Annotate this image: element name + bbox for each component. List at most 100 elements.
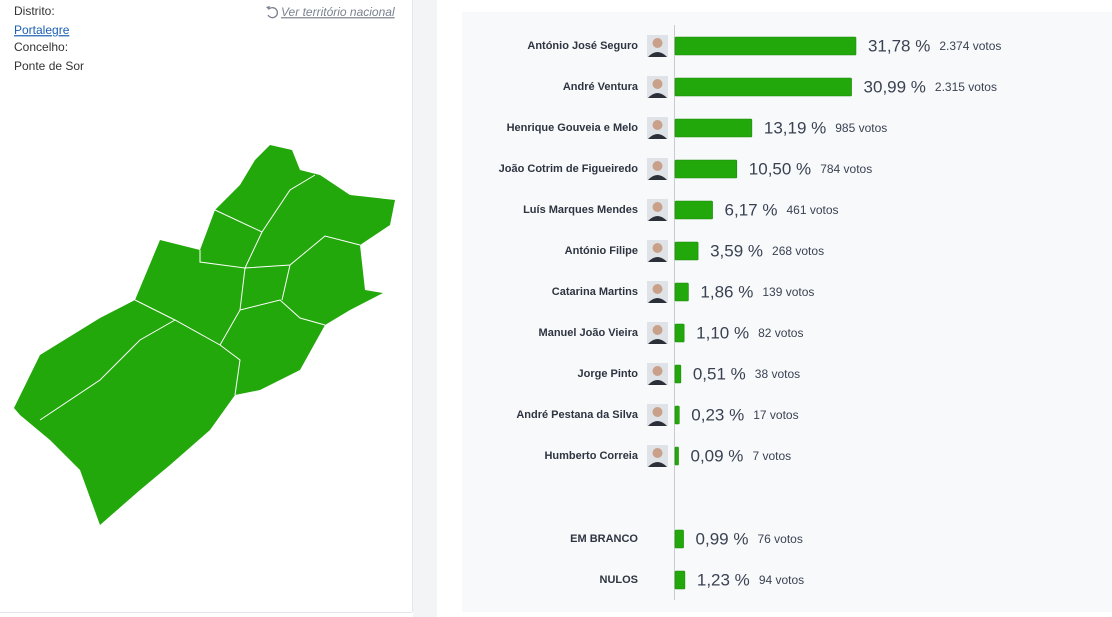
photo-head [652, 38, 663, 48]
candidate-name: João Cotrim de Figueiredo [499, 163, 639, 175]
candidate-photo [647, 445, 668, 467]
votes-label: 76 votos [757, 532, 802, 546]
photo-head [652, 243, 663, 253]
percent-label: 0,09 % [691, 446, 744, 465]
candidate-photo [647, 363, 668, 385]
municipality: Ponte de Sor [14, 59, 84, 73]
candidate-name: Manuel João Vieira [539, 327, 639, 339]
candidate-name: Luís Marques Mendes [523, 204, 638, 216]
district-label: Distrito: [14, 4, 55, 18]
photo-body [648, 134, 667, 139]
photo-head [652, 202, 663, 212]
photo-body [648, 462, 667, 467]
reset-icon[interactable] [266, 6, 278, 19]
bar [674, 118, 753, 138]
candidate-name: Catarina Martins [552, 286, 638, 298]
candidate-name: António Filipe [565, 245, 638, 257]
percent-label: 0,23 % [691, 405, 744, 424]
candidate-photo [647, 281, 668, 303]
bar [674, 446, 679, 466]
votes-label: 94 votos [759, 573, 804, 587]
map-area[interactable] [14, 145, 395, 525]
percent-label: 1,86 % [700, 282, 753, 301]
candidate-name: André Pestana da Silva [516, 409, 639, 421]
photo-head [652, 407, 663, 417]
candidate-name: Humberto Correia [544, 450, 638, 462]
photo-head [652, 325, 663, 335]
percent-label: 0,99 % [696, 529, 749, 548]
bar [674, 282, 689, 302]
bar [674, 364, 682, 384]
votes-label: 268 votos [772, 244, 824, 258]
bar [674, 405, 680, 425]
reset-arc [267, 7, 278, 19]
percent-label: 31,78 % [868, 36, 930, 55]
percent-label: 3,59 % [710, 241, 763, 260]
percent-label: 6,17 % [725, 200, 778, 219]
map [14, 145, 395, 525]
municipality-label: Concelho: [14, 40, 68, 54]
candidate-photo [647, 199, 668, 221]
percent-label: 1,23 % [697, 570, 750, 589]
bar [674, 159, 738, 179]
photo-head [652, 120, 663, 130]
photo-body [648, 298, 667, 303]
votes-label: 82 votos [758, 326, 803, 340]
photo-body [648, 52, 667, 57]
percent-label: 0,51 % [693, 364, 746, 383]
reset-arrow [266, 6, 270, 10]
photo-body [648, 257, 667, 262]
candidate-name: Henrique Gouveia e Melo [507, 122, 639, 134]
candidate-name: Jorge Pinto [577, 368, 638, 380]
photo-body [648, 216, 667, 221]
photo-body [648, 380, 667, 385]
votes-label: 2.315 votos [935, 80, 997, 94]
photo-body [648, 339, 667, 344]
candidate-photo [647, 322, 668, 344]
candidate-photo [647, 240, 668, 262]
bar [674, 241, 699, 261]
percent-label: 13,19 % [764, 118, 826, 137]
photo-head [652, 366, 663, 376]
percent-label: 30,99 % [864, 77, 926, 96]
results-panel [462, 12, 1112, 612]
votes-label: 17 votos [753, 408, 798, 422]
candidate-name: NULOS [600, 574, 639, 586]
percent-label: 1,10 % [696, 323, 749, 342]
candidate-photo [647, 35, 668, 57]
candidate-name: EM BRANCO [570, 533, 638, 545]
bar [674, 529, 684, 549]
votes-label: 139 votos [762, 285, 814, 299]
votes-label: 985 votos [835, 121, 887, 135]
photo-head [652, 161, 663, 171]
bar [674, 77, 852, 97]
bar [674, 36, 857, 56]
votes-label: 461 votos [786, 203, 838, 217]
candidate-photo [647, 117, 668, 139]
photo-body [648, 175, 667, 180]
candidate-photo [647, 404, 668, 426]
bar [674, 570, 686, 590]
national-link[interactable]: Ver território nacional [281, 5, 395, 19]
bar [674, 200, 713, 220]
candidate-photo [647, 158, 668, 180]
candidate-photo [647, 76, 668, 98]
photo-head [652, 79, 663, 89]
district-link[interactable]: Portalegre [14, 23, 70, 37]
votes-label: 784 votos [820, 162, 872, 176]
candidate-name: António José Seguro [527, 40, 638, 52]
votes-label: 38 votos [755, 367, 800, 381]
votes-label: 7 votos [752, 449, 791, 463]
photo-body [648, 93, 667, 98]
photo-body [648, 421, 667, 426]
parish-borders [39, 174, 361, 421]
photo-head [652, 448, 663, 458]
bar [674, 323, 685, 343]
votes-label: 2.374 votos [939, 39, 1001, 53]
percent-label: 10,50 % [749, 159, 811, 178]
gutter [413, 0, 437, 617]
candidate-name: André Ventura [563, 81, 639, 93]
photo-head [652, 284, 663, 294]
